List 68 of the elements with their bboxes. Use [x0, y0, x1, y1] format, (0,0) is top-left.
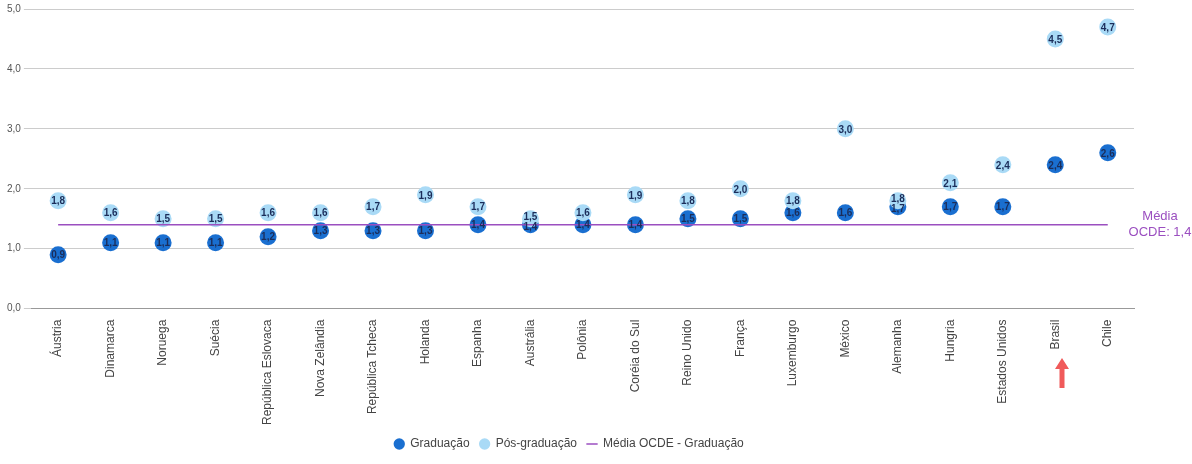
x-tick-label: Chile: [1100, 319, 1115, 347]
x-tick-label: Suécia: [207, 319, 222, 357]
y-tick-label: 2,0: [7, 182, 22, 194]
data-label: 1,6: [785, 207, 801, 219]
data-label: 1,9: [628, 189, 643, 201]
x-tick-label: Estados Unidos: [995, 319, 1010, 404]
data-label: 1,7: [995, 201, 1011, 213]
data-label: 1,6: [838, 207, 853, 219]
data-label: 1,3: [313, 225, 328, 237]
data-label: 1,5: [733, 213, 748, 225]
data-label: 1,5: [523, 211, 538, 223]
data-label: 1,1: [156, 237, 171, 249]
x-tick-label: Espanha: [470, 319, 485, 367]
data-label: 1,1: [208, 237, 223, 249]
x-tick-label: França: [732, 319, 747, 357]
y-tick-label: 0,0: [7, 302, 22, 314]
x-tick-label: Polônia: [575, 319, 590, 360]
data-label: 1,8: [680, 195, 696, 207]
data-label: 1,7: [366, 201, 381, 213]
data-label: 1,5: [156, 213, 171, 225]
data-label: 1,6: [313, 207, 328, 219]
data-label: 1,5: [680, 213, 696, 225]
data-label: 2,4: [995, 159, 1011, 171]
legend-label: Graduação: [410, 436, 470, 451]
data-label: 2,6: [1100, 147, 1116, 159]
data-label: 1,1: [103, 237, 119, 249]
data-label: 2,4: [1048, 159, 1063, 171]
data-label: 1,8: [51, 195, 66, 207]
legend-label: Média OCDE - Graduação: [603, 436, 745, 451]
data-label: 1,7: [943, 201, 958, 213]
x-tick-label: Noruega: [155, 319, 170, 366]
x-tick-label: República Tcheca: [365, 319, 380, 415]
data-label: 3,0: [838, 123, 853, 135]
x-tick-label: Dinamarca: [102, 319, 117, 378]
x-tick-label: Coréia do Sul: [627, 319, 642, 393]
x-tick-label: República Eslovaca: [260, 319, 275, 426]
y-tick-label: 3,0: [7, 122, 22, 134]
data-label: 1,2: [261, 231, 276, 243]
data-label: 4,7: [1100, 21, 1116, 33]
y-tick-label: 5,0: [7, 2, 22, 14]
data-label: 2,0: [733, 183, 748, 195]
data-label: 1,3: [418, 225, 433, 237]
data-label: 1,7: [471, 201, 486, 213]
data-label: 1,6: [261, 207, 276, 219]
x-tick-label: Nova Zelândia: [312, 319, 327, 397]
data-label: 1,3: [366, 225, 381, 237]
data-label: 1,5: [208, 213, 223, 225]
data-label: 1,6: [103, 207, 119, 219]
legend-label: Pós-graduação: [495, 436, 578, 451]
x-tick-label: Austrália: [522, 319, 537, 367]
data-label: 1,8: [890, 193, 906, 205]
data-label: 1,8: [785, 195, 801, 207]
data-label: 0,9: [51, 249, 66, 261]
data-label: 2,1: [943, 177, 958, 189]
data-label: 1,6: [576, 207, 591, 219]
x-tick-label: México: [837, 319, 852, 358]
data-label: 4,5: [1048, 33, 1063, 45]
x-tick-label: Hungria: [942, 319, 957, 362]
x-tick-label: Áustria: [49, 319, 65, 357]
x-tick-label: Holanda: [417, 319, 432, 365]
x-tick-label: Alemanha: [890, 319, 905, 374]
x-tick-label: Brasil: [1047, 319, 1062, 350]
annotation: Média OCDE: 1,4: [1128, 208, 1192, 240]
x-tick-label: Luxemburgo: [785, 319, 800, 387]
data-label: 1,9: [418, 189, 433, 201]
y-tick-label: 1,0: [7, 242, 22, 254]
x-tick-label: Reino Unido: [680, 319, 695, 386]
y-tick-label: 4,0: [7, 62, 22, 74]
